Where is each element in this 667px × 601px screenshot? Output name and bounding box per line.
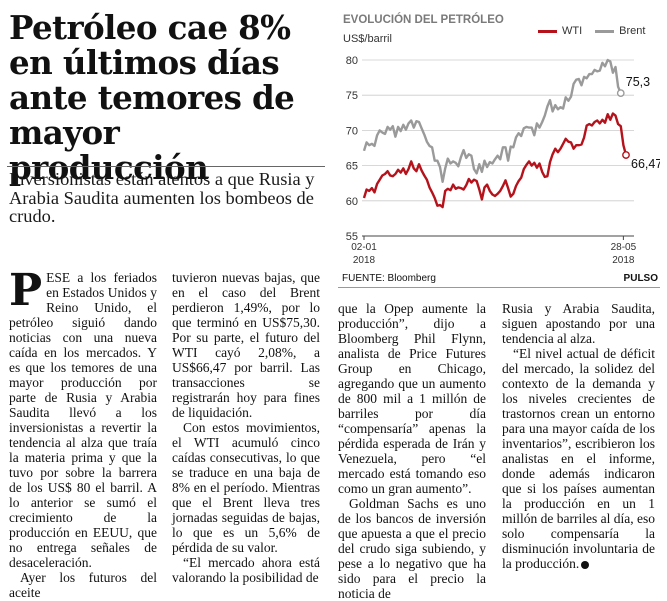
drop-cap: P <box>9 265 43 316</box>
article-paragraph: “El mercado ahora está valorando la posi… <box>172 555 320 585</box>
x-tick-year-label: 2018 <box>353 255 376 266</box>
series-end-marker-brent <box>616 89 625 97</box>
subheadline: Inversionistas están atentos a que Rusia… <box>9 169 315 226</box>
end-of-article-icon: P <box>581 560 596 569</box>
article-paragraph: Con estos movimientos, el WTI acumuló ci… <box>172 420 320 555</box>
legend-swatch-wti <box>538 29 557 33</box>
legend-swatch-brent <box>595 29 615 33</box>
article-paragraph: P ESE a los feriados en Estados Unidos y … <box>9 265 157 571</box>
series-end-marker-wti <box>622 151 630 159</box>
y-tick-label: 65 <box>346 161 358 173</box>
article-column-4: Rusia y Arabia Saudita, siguen apostando… <box>502 301 655 571</box>
article-paragraph: Rusia y Arabia Saudita, siguen apostando… <box>502 301 655 346</box>
y-tick-label: 75 <box>346 90 358 102</box>
series-line-brent <box>362 58 622 184</box>
article-column-1: P ESE a los feriados en Estados Unidos y … <box>9 265 157 601</box>
chart-bottom-divider <box>338 287 660 288</box>
legend-item-brent: Brent <box>595 25 645 37</box>
legend-label-wti: WTI <box>562 25 583 37</box>
headline-divider <box>7 166 325 167</box>
paragraph-text: “El nivel actual de déficit del mercado,… <box>502 346 655 571</box>
headline: Petróleo cae 8% en últimos días ante tem… <box>9 8 295 187</box>
chart-unit-label: US$/barril <box>343 33 392 45</box>
x-tick-label: 02-01 <box>351 242 377 253</box>
chart-title: EVOLUCIÓN DEL PETRÓLEO <box>343 14 504 26</box>
chart-source: FUENTE: Bloomberg <box>342 273 436 284</box>
paragraph-text: ESE a los feriados en Estados Unidos y R… <box>9 270 157 570</box>
x-tick-year-label: 2018 <box>612 255 635 266</box>
article-paragraph: Ayer los futuros del aceite <box>9 570 157 600</box>
article-paragraph: tuvieron nuevas bajas, que en el caso de… <box>172 270 320 420</box>
article-paragraph: que la Opep aumente la producción”, dijo… <box>338 301 486 496</box>
publication-brand: PULSO <box>623 273 658 284</box>
legend-item-wti: WTI <box>538 25 582 37</box>
y-tick-label: 80 <box>346 55 358 67</box>
series-end-value-wti: 66,47 <box>631 157 660 171</box>
oil-price-chart: 55 60 65 70 75 80 02-01 2018 28-05 2018 75,3 66,47 <box>346 55 660 266</box>
y-tick-label: 70 <box>346 125 358 137</box>
y-tick-label: 60 <box>346 196 358 208</box>
article-paragraph: “El nivel actual de déficit del mercado,… <box>502 346 655 571</box>
chart-legend: WTI Brent <box>538 25 658 37</box>
article-column-2: tuvieron nuevas bajas, que en el caso de… <box>172 270 320 585</box>
article-paragraph: Goldman Sachs es uno de los bancos de in… <box>338 496 486 601</box>
y-tick-label: 55 <box>346 231 358 243</box>
article-column-3: que la Opep aumente la producción”, dijo… <box>338 301 486 601</box>
legend-label-brent: Brent <box>619 25 646 37</box>
series-end-value-brent: 75,3 <box>626 75 650 89</box>
x-tick-label: 28-05 <box>611 242 637 253</box>
series-line-wti <box>362 112 628 209</box>
